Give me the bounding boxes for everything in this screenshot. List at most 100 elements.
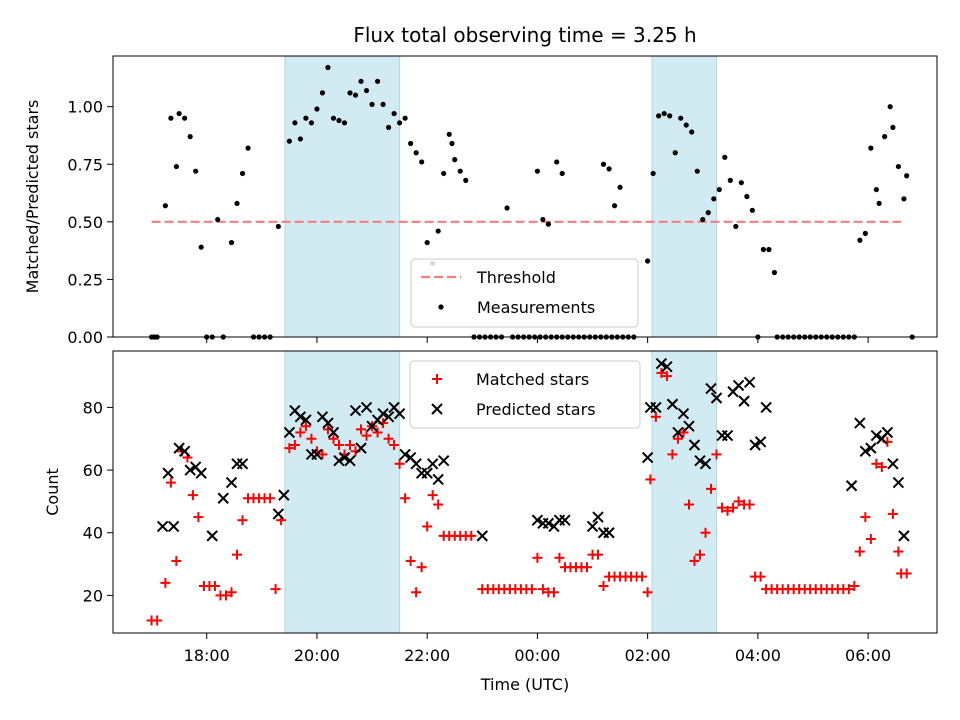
- predicted-star-marker: [854, 417, 866, 429]
- x-stroke-2: [173, 442, 185, 454]
- measurement-point: [600, 161, 607, 167]
- measurement-point: [228, 239, 235, 246]
- predicted-star-marker: [421, 467, 433, 479]
- y-tick-label: 1.00: [67, 98, 103, 117]
- measurement-point: [545, 221, 552, 227]
- matched-star-marker: [854, 546, 865, 557]
- predicted-star-marker: [586, 520, 599, 533]
- measurement-point: [363, 87, 370, 94]
- predicted-star-marker: [217, 492, 229, 504]
- matched-star-marker: [220, 590, 231, 601]
- shaded-interval: [651, 350, 718, 634]
- x-tick-label: 02:00: [625, 646, 671, 665]
- predicted-star-marker: [415, 467, 428, 479]
- predicted-star-marker: [311, 448, 323, 461]
- legend-threshold-label: Threshold: [476, 268, 556, 287]
- measurement-point: [611, 203, 618, 209]
- x-stroke-2: [586, 520, 599, 533]
- predicted-star-marker: [749, 439, 761, 451]
- measurement-point: [656, 113, 662, 119]
- matched-star-marker: [637, 571, 648, 582]
- matched-star-marker: [226, 587, 237, 598]
- measurement-point: [314, 106, 320, 112]
- x-stroke-2: [677, 407, 690, 420]
- x-stroke-2: [167, 520, 180, 533]
- measurement-point: [463, 177, 469, 183]
- top-legend: Threshold Measurements: [410, 258, 639, 328]
- measurement-point: [292, 120, 298, 126]
- predicted-star-marker: [333, 454, 345, 467]
- predicted-star-marker: [542, 517, 555, 530]
- measurement-point: [424, 239, 430, 246]
- predicted-star-marker: [859, 445, 872, 457]
- matched-star-marker: [593, 549, 604, 560]
- matched-star-marker: [416, 562, 427, 573]
- x-stroke-2: [721, 429, 734, 442]
- matched-star-marker: [683, 499, 694, 510]
- predicted-star-marker: [184, 464, 196, 476]
- x-stroke-2: [206, 530, 218, 542]
- x-tick-label: 06:00: [845, 646, 891, 665]
- x-tick-label: 20:00: [294, 646, 340, 665]
- x-stroke-2: [592, 511, 604, 523]
- x-stroke-2: [542, 517, 555, 530]
- x-stroke-2: [195, 467, 207, 479]
- measurement-point: [319, 90, 326, 96]
- measurement-point: [606, 166, 612, 172]
- measurement-point: [727, 177, 733, 183]
- x-stroke-2: [162, 467, 174, 479]
- x-stroke-2: [672, 426, 684, 439]
- x-stroke-2: [898, 530, 910, 542]
- predicted-star-marker: [476, 530, 488, 542]
- measurement-point: [711, 196, 717, 202]
- x-axis-label: Time (UTC): [480, 675, 569, 694]
- matched-star-marker: [865, 534, 876, 544]
- legend-measurement-label: Measurements: [477, 298, 595, 317]
- predicted-star-marker: [760, 401, 772, 414]
- measurement-point: [678, 115, 684, 121]
- matched-star-marker: [265, 493, 276, 504]
- x-stroke-2: [661, 360, 673, 373]
- predicted-star-marker: [426, 458, 439, 470]
- x-stroke-2: [531, 514, 544, 526]
- matched-star-marker: [711, 449, 722, 460]
- matched-star-marker: [717, 502, 728, 513]
- matched-star-marker: [700, 527, 711, 538]
- predicted-star-marker: [688, 439, 701, 451]
- measurement-point: [882, 134, 888, 140]
- count-points: [146, 357, 912, 626]
- predicted-star-marker: [278, 489, 290, 501]
- predicted-star-marker: [694, 454, 706, 467]
- matched-star-marker: [433, 499, 444, 510]
- matched-star-marker: [306, 433, 317, 444]
- predicted-star-marker: [666, 398, 679, 410]
- measurement-point: [868, 145, 874, 151]
- measurement-point: [683, 122, 689, 128]
- matched-star-marker: [532, 552, 543, 563]
- bottom-shaded-intervals: [284, 350, 718, 634]
- ratio-panel: 0.00 0.25 0.50 0.75 1.00 Matched/Predicted s…: [23, 55, 938, 347]
- x-stroke-2: [338, 451, 351, 464]
- legend-box: [409, 360, 641, 429]
- matched-star-marker: [383, 433, 394, 444]
- x-stroke-2: [184, 464, 196, 476]
- predicted-star-marker: [531, 514, 544, 526]
- measurement-point: [887, 104, 893, 110]
- measurement-point: [239, 170, 246, 177]
- predicted-star-marker: [738, 395, 750, 407]
- matched-star-marker: [860, 512, 871, 523]
- x-stroke-2: [156, 520, 169, 533]
- x-stroke-2: [559, 514, 571, 526]
- measurement-point: [716, 186, 722, 193]
- x-tick-label: 00:00: [514, 646, 560, 665]
- measurement-point: [540, 216, 546, 223]
- matched-star-marker: [345, 440, 356, 450]
- measurement-point: [215, 216, 221, 223]
- measurement-point: [672, 150, 678, 156]
- measurement-point: [857, 237, 863, 243]
- measurement-point: [700, 216, 706, 223]
- measurement-point: [391, 110, 397, 117]
- x-stroke-2: [399, 448, 411, 461]
- x-stroke-2: [272, 508, 285, 520]
